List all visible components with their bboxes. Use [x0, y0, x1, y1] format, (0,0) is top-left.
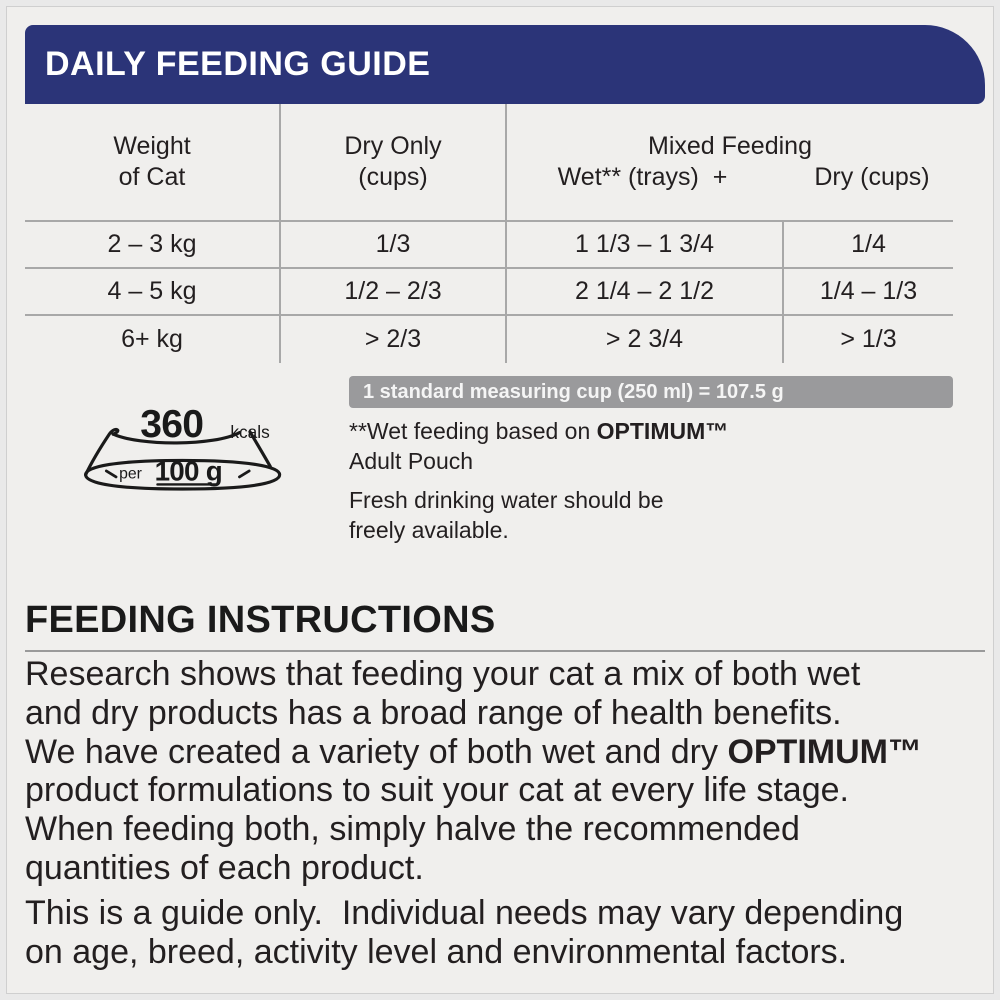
svg-text:360: 360: [140, 403, 203, 446]
svg-text:kcals: kcals: [230, 422, 270, 442]
svg-text:per: per: [119, 465, 142, 482]
svg-text:100 g: 100 g: [155, 456, 222, 487]
